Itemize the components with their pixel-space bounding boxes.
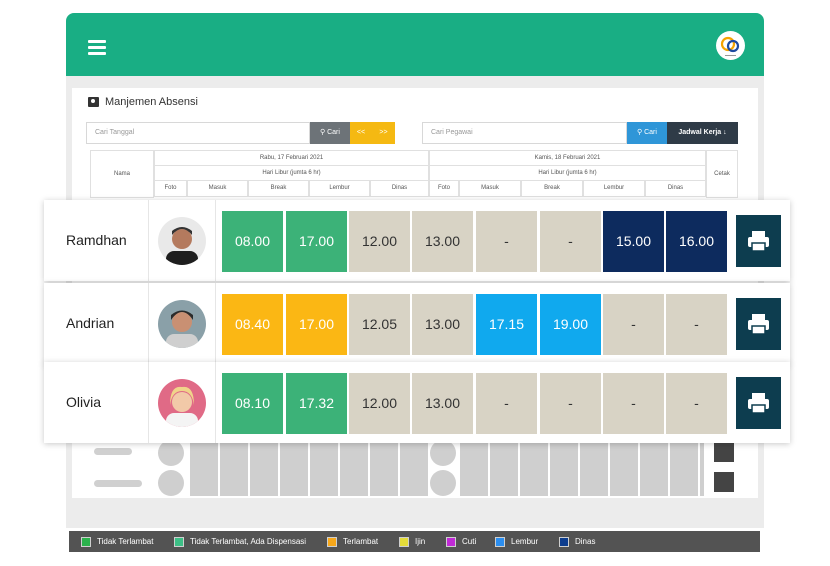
top-bar [66,13,764,76]
legend-label: Ijin [415,537,426,546]
employee-search-button-label: Cari [644,129,657,136]
legend-label: Dinas [575,537,596,546]
print-button[interactable] [736,298,781,350]
id-card-icon [88,97,99,107]
time-cell: 15.00 [603,211,664,272]
time-cell: 12.00 [349,211,410,272]
date-search-button[interactable]: ⚲ Cari [310,122,350,144]
time-cell: 17.15 [476,294,537,355]
date-search-button-label: Cari [327,129,340,136]
legend-swatch [81,536,91,547]
photo-cell [148,283,216,364]
avatar [158,300,206,348]
panel-title-text: Manjemen Absensi [105,96,198,108]
time-cell: - [476,211,537,272]
avatar [158,379,206,427]
sub-header-dinas-2: Dinas [645,180,706,197]
legend-label: Cuti [462,537,477,546]
print-button[interactable] [736,215,781,267]
time-cell: - [666,373,727,434]
sub-header-dinas: Dinas [370,180,429,197]
placeholder-rows [72,438,758,498]
time-cell: - [603,373,664,434]
printer-icon [748,314,769,335]
attendance-row: Andrian 08.40 17.00 12.05 13.00 17.15 19… [44,283,790,364]
company-logo [716,31,745,60]
employee-search-button[interactable]: ⚲ Cari [627,122,667,144]
work-schedule-button[interactable]: Jadwal Kerja ↓ [667,122,738,144]
sub-header-break: Break [248,180,309,197]
legend-item: Lembur [495,531,538,552]
photo-cell [148,200,216,281]
download-icon: ↓ [721,129,727,136]
legend-label: Tidak Terlambat [97,537,154,546]
employee-name: Ramdhan [66,232,127,248]
time-cell: 19.00 [540,294,601,355]
legend-label: Terlambat [343,537,379,546]
time-cell: 12.05 [349,294,410,355]
attendance-row: Olivia 08.10 17.32 12.00 13.00 - - - - [44,362,790,443]
sub-header-foto-2: Foto [429,180,459,197]
time-cell: 08.10 [222,373,283,434]
time-cell: 12.00 [349,373,410,434]
time-cell: 13.00 [412,294,473,355]
next-date-button[interactable]: >> [372,122,395,144]
legend-swatch [399,536,409,547]
sub-header-masuk: Masuk [187,180,248,197]
time-cell: - [540,211,601,272]
sub-header-masuk-2: Masuk [459,180,521,197]
prev-date-button[interactable]: << [350,122,372,144]
time-cell: 17.32 [286,373,347,434]
printer-icon [748,231,769,252]
time-cell: 16.00 [666,211,727,272]
search-icon: ⚲ [320,129,328,136]
name-column-header: Nama [90,150,154,198]
time-cell: - [476,373,537,434]
print-button[interactable] [736,377,781,429]
status-legend: Tidak Terlambat Tidak Terlambat, Ada Dis… [69,531,760,552]
employee-search-input[interactable]: Cari Pegawai [422,122,627,144]
legend-item: Dinas [559,531,595,552]
time-cell: - [666,294,727,355]
time-cell: 13.00 [412,373,473,434]
legend-item: Tidak Terlambat [81,531,153,552]
work-schedule-label: Jadwal Kerja [678,129,722,136]
time-cell: 08.00 [222,211,283,272]
print-column-header: Cetak [706,150,738,198]
photo-cell [148,362,216,443]
date-search-input[interactable]: Cari Tanggal [86,122,310,144]
time-cell: 08.40 [222,294,283,355]
legend-label: Lembur [511,537,539,546]
printer-icon [748,393,769,414]
sub-header-foto: Foto [154,180,187,197]
legend-item: Terlambat [327,531,378,552]
hamburger-menu-icon[interactable] [88,40,106,56]
legend-swatch [559,536,569,547]
time-cell: 17.00 [286,294,347,355]
time-cell: 17.00 [286,211,347,272]
time-cell: 13.00 [412,211,473,272]
legend-label: Tidak Terlambat, Ada Dispensasi [190,537,307,546]
search-icon: ⚲ [637,129,645,136]
employee-name: Andrian [66,315,115,331]
employee-name: Olivia [66,394,102,410]
sub-header-lembur: Lembur [309,180,370,197]
attendance-row: Ramdhan 08.00 17.00 12.00 13.00 - - 15.0… [44,200,790,281]
legend-item: Cuti [446,531,476,552]
sub-header-break-2: Break [521,180,583,197]
legend-swatch [446,536,456,547]
legend-item: Tidak Terlambat, Ada Dispensasi [174,531,306,552]
panel-title: Manjemen Absensi [88,96,198,108]
avatar [158,217,206,265]
legend-swatch [495,536,505,547]
time-cell: - [540,373,601,434]
time-cell: - [603,294,664,355]
legend-swatch [327,536,337,547]
sub-header-lembur-2: Lembur [583,180,645,197]
legend-swatch [174,536,184,547]
legend-item: Ijin [399,531,425,552]
